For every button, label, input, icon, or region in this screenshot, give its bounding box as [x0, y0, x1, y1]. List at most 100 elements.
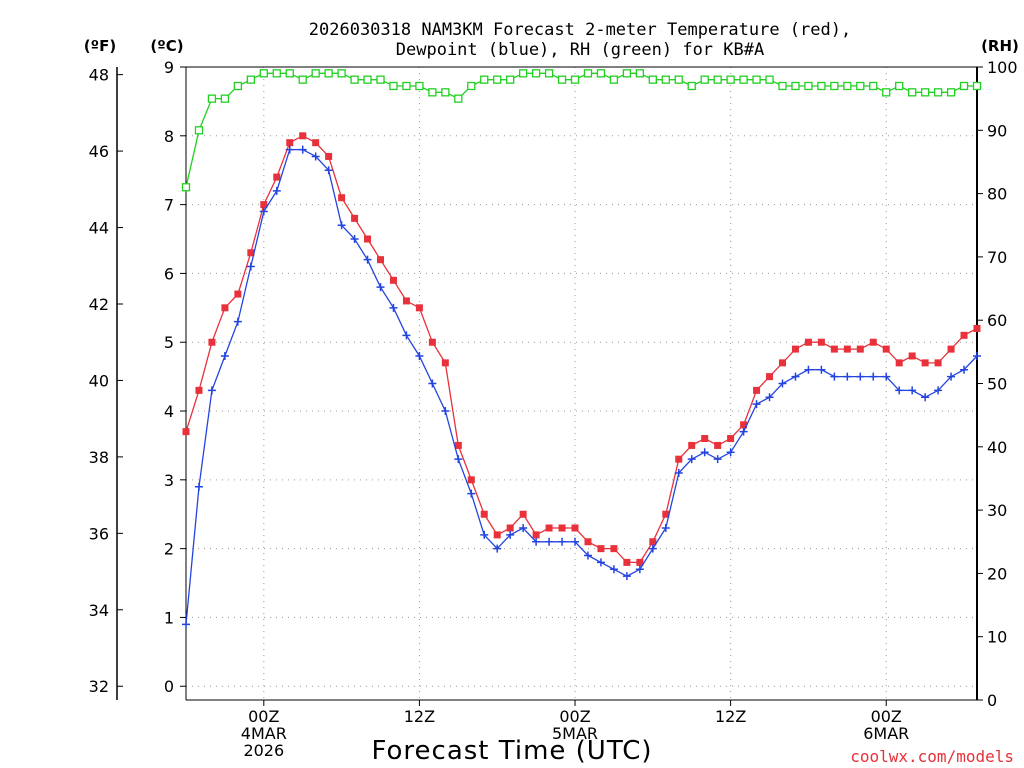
temperature-point — [817, 338, 825, 346]
temperature-point — [312, 139, 320, 147]
x-tick-label: 6MAR — [863, 724, 909, 743]
temperature-point — [480, 510, 488, 518]
fahrenheit-tick-label: 44 — [89, 219, 109, 238]
rh-point — [181, 183, 191, 192]
dewpoint-point — [454, 455, 463, 464]
temperature-point — [947, 345, 955, 353]
rh-point — [246, 75, 255, 84]
rh-tick-label: 10 — [987, 628, 1007, 647]
dewpoint-point — [778, 379, 787, 388]
rh-point — [687, 81, 696, 91]
rh-tick-label: 20 — [987, 564, 1007, 583]
temperature-point — [830, 345, 838, 353]
rh-point — [350, 75, 359, 84]
rh-point — [506, 75, 515, 84]
temperature-point — [493, 531, 501, 539]
rh-point — [298, 75, 307, 84]
rh-point — [376, 75, 385, 84]
dewpoint-point — [661, 523, 670, 532]
rh-point — [389, 81, 398, 91]
rh-point — [220, 94, 230, 103]
dewpoint-line — [185, 148, 978, 625]
rh-point — [324, 69, 333, 78]
dewpoint-point — [441, 407, 450, 416]
credit-text: coolwx.com/models — [850, 747, 1014, 766]
temperature-point — [221, 304, 229, 312]
rh-tick-label: 30 — [987, 501, 1007, 520]
temperature-point — [766, 373, 774, 381]
dewpoint-point — [415, 351, 424, 360]
dewpoint-point — [506, 530, 515, 539]
rh-point — [415, 81, 424, 91]
temperature-point — [623, 558, 631, 566]
rh-point — [882, 88, 891, 97]
axes: 3234363840424446480123456789010203040506… — [89, 58, 1018, 760]
rh-point — [648, 75, 657, 84]
temperature-point — [195, 386, 203, 394]
series-temperature — [182, 132, 981, 566]
dewpoint-point — [687, 455, 696, 464]
dewpoint-point — [571, 537, 580, 546]
temperature-point — [571, 524, 579, 532]
dewpoint-point — [791, 372, 800, 381]
celsius-tick-label: 7 — [164, 196, 174, 215]
dewpoint-point — [804, 365, 813, 374]
dewpoint-point — [298, 145, 307, 154]
dewpoint-point — [973, 351, 981, 360]
temperature-point — [558, 524, 566, 532]
celsius-tick-label: 1 — [164, 608, 174, 627]
dewpoint-point — [182, 620, 190, 629]
x-axis-label: Forecast Time (UTC) — [371, 736, 652, 766]
rh-axis-unit: (RH) — [981, 37, 1019, 55]
dewpoint-point — [843, 372, 852, 381]
rh-tick-label: 70 — [987, 248, 1007, 267]
temperature-point — [351, 214, 359, 222]
rh-point — [778, 81, 787, 91]
temperature-point — [753, 386, 761, 394]
temperature-point — [208, 338, 216, 346]
data-series — [181, 69, 982, 629]
dewpoint-point — [324, 166, 333, 175]
celsius-tick-label: 9 — [164, 58, 174, 77]
temperature-point — [273, 173, 281, 181]
dewpoint-point — [272, 186, 281, 195]
fahrenheit-tick-label: 40 — [89, 371, 109, 390]
dewpoint-point — [960, 365, 969, 374]
x-tick-label: 12Z — [715, 707, 746, 726]
dewpoint-point — [869, 372, 878, 381]
temperature-point — [584, 538, 592, 546]
temperature-point — [299, 132, 307, 140]
chart-title-line2: Dewpoint (blue), RH (green) for KB#A — [396, 40, 764, 60]
dewpoint-point — [311, 152, 320, 161]
temperature-point — [597, 545, 605, 553]
temperature-point — [415, 304, 423, 312]
rh-tick-label: 90 — [987, 121, 1007, 140]
rh-point — [622, 69, 632, 78]
temperature-point — [675, 455, 683, 463]
rh-point — [337, 69, 346, 78]
rh-point — [856, 81, 865, 91]
rh-point — [557, 75, 567, 84]
celsius-tick-label: 8 — [164, 127, 174, 146]
temperature-point — [636, 558, 644, 566]
temperature-point — [182, 428, 190, 436]
dewpoint-point — [713, 455, 722, 464]
temperature-point — [402, 297, 410, 305]
dewpoint-point — [493, 544, 502, 553]
x-tick-label: 12Z — [404, 707, 435, 726]
rh-point — [972, 81, 982, 91]
rh-point — [272, 69, 281, 78]
rh-point — [635, 69, 645, 78]
x-tick-label: 00Z — [871, 707, 902, 726]
chart-title-line1: 2026030318 NAM3KM Forecast 2-meter Tempe… — [309, 20, 851, 40]
rh-point — [713, 75, 722, 84]
temperature-point — [649, 538, 657, 546]
dewpoint-point — [700, 448, 709, 457]
rh-point — [518, 69, 528, 78]
temperature-point — [610, 545, 618, 553]
temperature-point — [532, 531, 540, 539]
celsius-tick-label: 6 — [164, 264, 174, 283]
dewpoint-point — [389, 303, 398, 312]
rh-point — [843, 81, 852, 91]
dewpoint-point — [337, 221, 346, 230]
